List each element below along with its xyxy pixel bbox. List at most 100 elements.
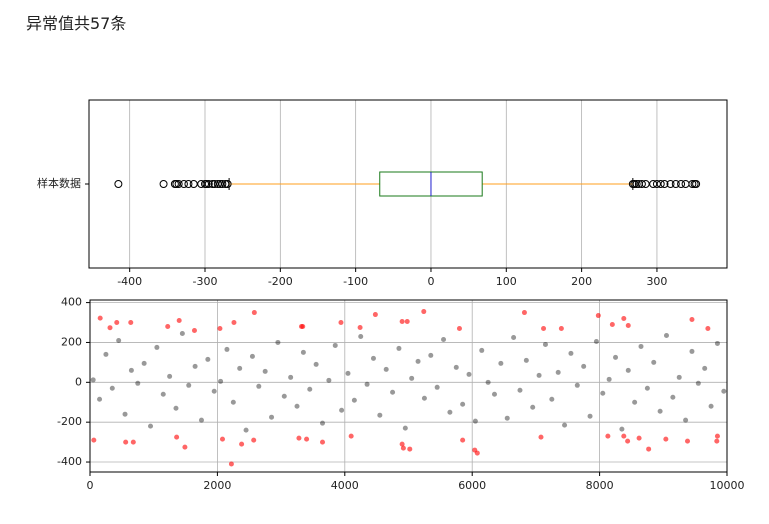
point <box>217 326 223 332</box>
point <box>695 380 701 386</box>
y-tick-label: 400 <box>61 296 82 309</box>
point <box>511 334 517 340</box>
point <box>605 433 611 439</box>
flier <box>671 180 680 188</box>
output-title: 异常值共57条 <box>26 14 127 33</box>
point <box>407 446 413 452</box>
point <box>574 382 580 388</box>
point <box>609 322 615 328</box>
point <box>165 324 171 330</box>
point <box>141 360 147 366</box>
point <box>613 354 619 360</box>
point <box>243 427 249 433</box>
flier <box>184 180 193 188</box>
point <box>491 391 497 397</box>
point <box>396 345 402 351</box>
x-tick-label: 2000 <box>203 479 231 492</box>
x-tick-label: 6000 <box>458 479 486 492</box>
flier <box>223 180 232 188</box>
point <box>400 445 406 451</box>
point <box>372 312 378 318</box>
point <box>256 383 262 389</box>
axes-frame <box>88 99 728 269</box>
x-tick-label: 8000 <box>586 479 614 492</box>
point <box>549 396 555 402</box>
flier <box>666 180 675 188</box>
point <box>625 323 631 329</box>
flier <box>637 180 646 188</box>
point <box>339 407 345 413</box>
point <box>123 439 129 445</box>
point <box>294 403 300 409</box>
y-tick-label: 0 <box>75 375 82 388</box>
flier <box>197 180 206 188</box>
point <box>224 346 230 352</box>
flier <box>652 180 661 188</box>
point <box>683 417 689 423</box>
point <box>205 356 211 362</box>
point <box>538 434 544 440</box>
point <box>97 396 103 402</box>
point <box>160 391 166 397</box>
flier <box>189 180 198 188</box>
point <box>721 388 727 394</box>
point <box>103 351 109 357</box>
point <box>466 371 472 377</box>
point <box>399 441 405 447</box>
point <box>135 380 141 386</box>
point <box>404 319 410 325</box>
point <box>186 382 192 388</box>
point <box>472 418 478 424</box>
point <box>685 438 691 444</box>
point <box>364 381 370 387</box>
point <box>708 403 714 409</box>
point <box>128 367 134 373</box>
flier <box>216 180 225 188</box>
point <box>231 320 237 326</box>
point <box>174 434 180 440</box>
point <box>663 332 669 338</box>
x-tick-label: 4000 <box>331 479 359 492</box>
point <box>568 350 574 356</box>
point <box>498 360 504 366</box>
point <box>97 315 103 321</box>
point <box>625 367 631 373</box>
point <box>651 359 657 365</box>
point <box>657 408 663 414</box>
flier <box>208 180 217 188</box>
point <box>441 336 447 342</box>
point <box>173 405 179 411</box>
point <box>198 417 204 423</box>
point <box>536 372 542 378</box>
flier <box>218 180 227 188</box>
point <box>409 375 415 381</box>
y-tick-label: -400 <box>57 455 82 468</box>
point <box>474 450 480 456</box>
point <box>91 437 97 443</box>
point <box>116 337 122 343</box>
point <box>562 422 568 428</box>
y-tick-label: 样本数据 <box>37 176 81 190</box>
point <box>219 436 225 442</box>
point <box>542 341 548 347</box>
point <box>275 339 281 345</box>
point <box>555 369 561 375</box>
point <box>154 344 160 350</box>
point <box>358 333 364 339</box>
point <box>332 342 338 348</box>
point <box>383 366 389 372</box>
point <box>148 423 154 429</box>
point <box>595 313 601 319</box>
x-tick-label: 0 <box>87 479 94 492</box>
point <box>239 441 245 447</box>
flier <box>213 180 222 188</box>
point <box>421 309 427 315</box>
point <box>460 437 466 443</box>
point <box>521 310 527 316</box>
flier <box>688 180 697 188</box>
point <box>600 390 606 396</box>
flier <box>210 180 219 188</box>
point <box>663 436 669 442</box>
